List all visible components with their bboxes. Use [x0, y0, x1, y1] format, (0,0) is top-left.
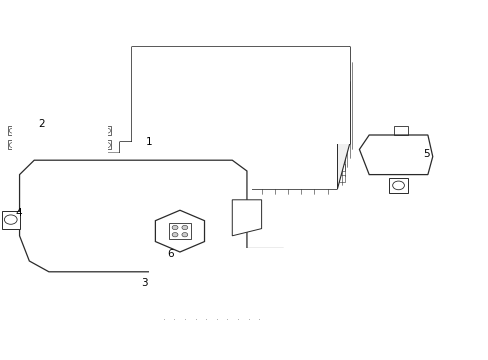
Polygon shape: [120, 142, 337, 189]
Bar: [188, 164, 210, 185]
Bar: [74, 164, 79, 170]
Text: 5: 5: [422, 149, 429, 159]
Text: 4: 4: [15, 208, 22, 218]
Circle shape: [338, 136, 345, 141]
Circle shape: [133, 219, 141, 225]
Bar: [161, 291, 177, 298]
Text: 6: 6: [166, 249, 173, 259]
Bar: [95, 164, 100, 170]
Bar: [334, 142, 344, 149]
Bar: [129, 164, 151, 185]
Bar: [393, 126, 407, 135]
Bar: [29, 143, 49, 156]
Circle shape: [182, 225, 187, 230]
Bar: [41, 164, 46, 170]
Circle shape: [136, 136, 142, 141]
Bar: [334, 175, 344, 182]
Polygon shape: [337, 47, 349, 189]
Bar: [268, 275, 281, 284]
Bar: [268, 301, 281, 310]
Bar: [102, 140, 111, 149]
Bar: [102, 126, 111, 135]
Bar: [268, 288, 281, 297]
Text: 2: 2: [38, 119, 45, 129]
Polygon shape: [12, 112, 107, 167]
Bar: [161, 282, 177, 289]
Bar: [159, 164, 181, 185]
Polygon shape: [149, 248, 288, 319]
Polygon shape: [2, 211, 20, 229]
Bar: [29, 124, 49, 137]
Text: 3: 3: [141, 278, 147, 288]
Polygon shape: [388, 178, 407, 193]
Bar: [83, 124, 102, 137]
Circle shape: [136, 50, 142, 55]
Bar: [56, 124, 76, 137]
Polygon shape: [20, 160, 246, 272]
Bar: [161, 273, 177, 280]
Circle shape: [172, 233, 178, 237]
Polygon shape: [154, 248, 283, 256]
Polygon shape: [359, 135, 432, 175]
Bar: [161, 263, 177, 270]
Bar: [188, 261, 212, 272]
Circle shape: [182, 233, 187, 237]
Bar: [20, 164, 24, 170]
Bar: [161, 301, 177, 308]
Bar: [217, 261, 242, 272]
Circle shape: [338, 50, 345, 55]
Bar: [83, 143, 102, 156]
Bar: [63, 164, 68, 170]
Bar: [334, 164, 344, 171]
Bar: [30, 164, 35, 170]
Polygon shape: [132, 47, 349, 144]
Bar: [52, 164, 57, 170]
Bar: [8, 126, 17, 135]
Polygon shape: [10, 153, 251, 279]
Bar: [268, 263, 281, 272]
Circle shape: [172, 225, 178, 230]
Bar: [84, 164, 89, 170]
Circle shape: [84, 219, 92, 225]
Circle shape: [186, 219, 194, 225]
Text: 1: 1: [145, 137, 152, 147]
Bar: [56, 143, 76, 156]
Bar: [334, 153, 344, 160]
Bar: [169, 223, 190, 239]
Polygon shape: [155, 210, 204, 252]
Bar: [8, 140, 17, 149]
Polygon shape: [232, 200, 261, 236]
Polygon shape: [268, 248, 283, 315]
